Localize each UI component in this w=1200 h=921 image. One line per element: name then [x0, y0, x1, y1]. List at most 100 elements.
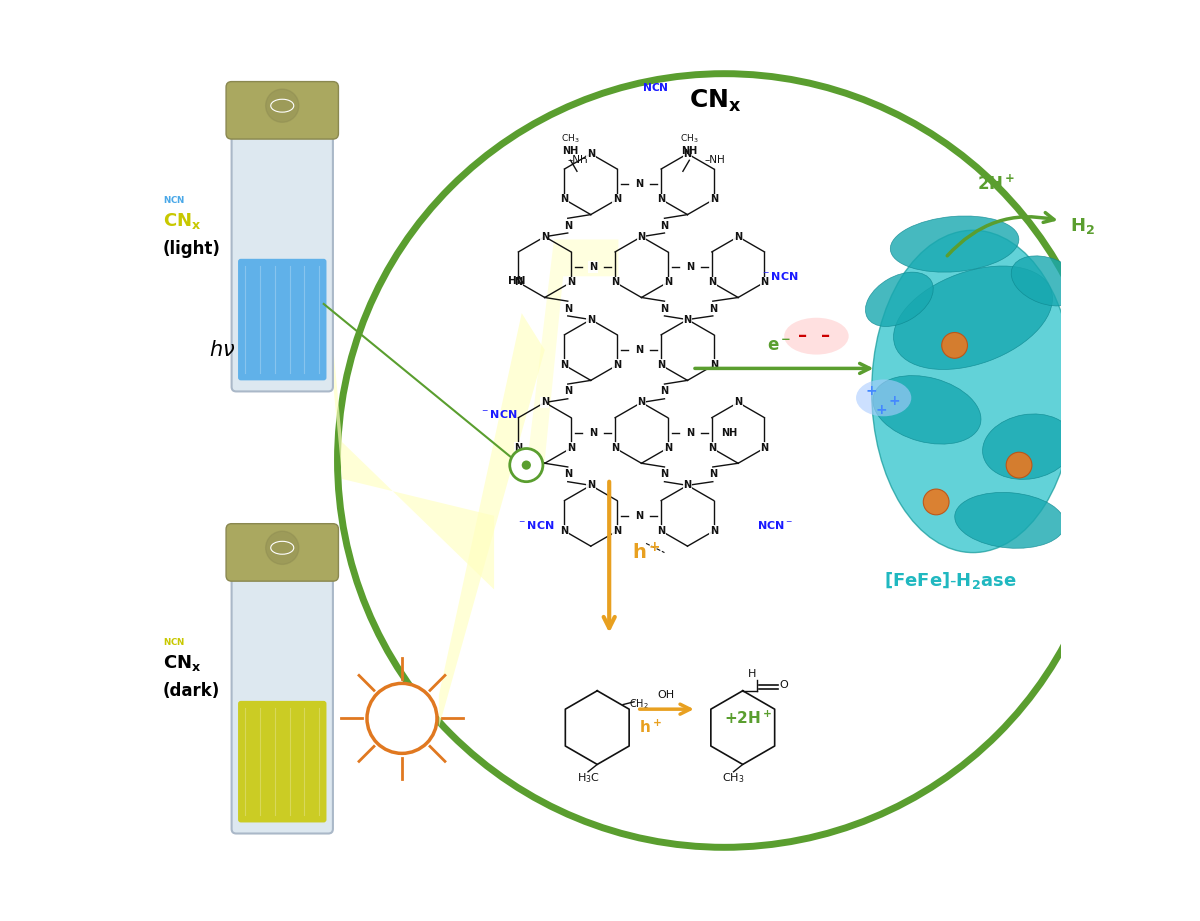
Text: N: N [566, 443, 575, 453]
Text: –: – [821, 327, 830, 345]
Text: $^-\mathbf{NCN}$: $^-\mathbf{NCN}$ [761, 270, 798, 283]
Ellipse shape [955, 493, 1064, 548]
Circle shape [337, 74, 1111, 847]
Text: $\mathdefault{CH_3}$: $\mathdefault{CH_3}$ [722, 772, 745, 785]
Text: N: N [613, 360, 622, 370]
Text: N: N [685, 262, 694, 272]
Text: N: N [560, 194, 569, 204]
Text: –NH: –NH [704, 156, 726, 165]
Text: $^{\mathbf{NCN}}$: $^{\mathbf{NCN}}$ [642, 85, 670, 99]
Ellipse shape [872, 376, 980, 444]
Text: HN: HN [509, 276, 526, 286]
Text: $\mathbf{h^+}$: $\mathbf{h^+}$ [632, 542, 661, 564]
Text: N: N [708, 277, 716, 287]
Text: N: N [684, 481, 691, 490]
Text: N: N [709, 360, 718, 370]
FancyBboxPatch shape [232, 566, 332, 834]
Circle shape [265, 89, 299, 122]
Text: $\mathbf{[FeFe]\text{-}H_2ase}$: $\mathbf{[FeFe]\text{-}H_2ase}$ [883, 570, 1016, 590]
Circle shape [942, 332, 967, 358]
Ellipse shape [865, 273, 934, 326]
Text: N: N [658, 194, 665, 204]
Text: N: N [587, 481, 595, 490]
Text: N: N [658, 360, 665, 370]
Text: OH: OH [658, 691, 674, 700]
Text: N: N [684, 315, 691, 324]
Text: +: + [866, 384, 877, 399]
Text: $\mathdefault{H_3C}$: $\mathdefault{H_3C}$ [576, 772, 600, 785]
Text: NH: NH [721, 428, 737, 437]
Text: N: N [566, 277, 575, 287]
Circle shape [923, 489, 949, 515]
Text: N: N [564, 387, 572, 396]
FancyBboxPatch shape [238, 259, 326, 380]
Text: N: N [637, 398, 646, 407]
Text: N: N [587, 149, 595, 158]
Text: N: N [761, 277, 768, 287]
FancyBboxPatch shape [232, 124, 332, 391]
Text: –: – [798, 327, 808, 345]
FancyBboxPatch shape [226, 82, 338, 139]
Text: H: H [748, 670, 756, 679]
Text: N: N [637, 232, 646, 241]
Text: $^{\mathregular{NCN}}$: $^{\mathregular{NCN}}$ [162, 638, 185, 651]
Text: $\mathbf{H_2}$: $\mathbf{H_2}$ [1069, 216, 1094, 236]
Text: N: N [684, 149, 691, 158]
Ellipse shape [1012, 256, 1082, 306]
Text: $\mathbf{CN_x}$: $\mathbf{CN_x}$ [162, 211, 200, 231]
Text: N: N [709, 526, 718, 536]
Text: NH: NH [563, 146, 578, 156]
Text: +: + [875, 402, 887, 417]
Text: $\mathdefault{CH_3}$: $\mathdefault{CH_3}$ [680, 133, 698, 146]
Text: N: N [541, 232, 548, 241]
Polygon shape [527, 239, 618, 470]
Text: N: N [658, 526, 665, 536]
Ellipse shape [871, 230, 1074, 553]
Text: N: N [709, 470, 716, 479]
Text: N: N [734, 398, 743, 407]
Text: $\mathbf{h^+}$: $\mathbf{h^+}$ [640, 719, 662, 736]
Text: N: N [611, 277, 619, 287]
Ellipse shape [856, 379, 911, 416]
Text: N: N [709, 194, 718, 204]
Text: N: N [660, 387, 668, 396]
Text: N: N [664, 277, 672, 287]
Circle shape [265, 531, 299, 565]
Text: N: N [613, 526, 622, 536]
Text: $\mathbf{NCN}^-$: $\mathbf{NCN}^-$ [757, 519, 793, 531]
Text: N: N [589, 262, 598, 272]
Text: N: N [611, 443, 619, 453]
Text: O: O [780, 681, 788, 690]
Text: $\mathdefault{CH_3}$: $\mathdefault{CH_3}$ [562, 133, 580, 146]
Text: (dark): (dark) [162, 682, 220, 700]
Text: N: N [635, 345, 643, 355]
Ellipse shape [894, 266, 1052, 369]
Text: N: N [708, 443, 716, 453]
Text: N: N [660, 470, 668, 479]
Polygon shape [329, 295, 494, 589]
Text: N: N [685, 428, 694, 437]
Text: N: N [515, 277, 522, 287]
Text: N: N [560, 526, 569, 536]
Text: $h\nu$: $h\nu$ [209, 340, 235, 360]
Text: N: N [664, 443, 672, 453]
Text: $^-\mathbf{NCN}$: $^-\mathbf{NCN}$ [517, 519, 554, 531]
Text: N: N [564, 470, 572, 479]
Text: N: N [709, 304, 716, 313]
Text: $\mathbf{2H^+}$: $\mathbf{2H^+}$ [977, 175, 1015, 193]
Ellipse shape [983, 414, 1074, 480]
Ellipse shape [890, 216, 1019, 273]
Text: N: N [660, 221, 668, 230]
Text: N: N [587, 315, 595, 324]
Circle shape [510, 449, 542, 482]
Text: N: N [564, 304, 572, 313]
Text: N: N [734, 232, 743, 241]
Text: N: N [515, 443, 522, 453]
Text: N: N [564, 221, 572, 230]
Text: N: N [560, 360, 569, 370]
Text: $\mathbf{CN_x}$: $\mathbf{CN_x}$ [689, 88, 742, 114]
FancyBboxPatch shape [226, 524, 338, 581]
Text: N: N [589, 428, 598, 437]
Ellipse shape [785, 318, 848, 355]
Text: $\mathbf{CN_x}$: $\mathbf{CN_x}$ [162, 653, 200, 673]
